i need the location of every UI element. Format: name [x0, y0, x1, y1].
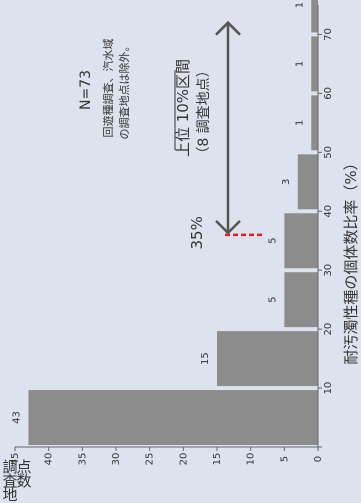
category-tick-label: 50 [323, 146, 334, 159]
value-tick-label: 20 [178, 453, 189, 466]
bars-layer: 43 15 5 5 3 1 1 1 [11, 0, 318, 445]
category-tick-label: 60 [323, 87, 334, 100]
category-tick-label: 30 [323, 264, 334, 277]
value-tick-label: 10 [246, 453, 257, 466]
top-interval-sublabel: （8 調査地点） [196, 63, 212, 160]
value-tick-label: 40 [44, 453, 55, 466]
bar-value-label: 15 [200, 352, 211, 365]
value-tick-label: 30 [111, 453, 122, 466]
bar-0-10 [28, 390, 318, 445]
bar-value-label: 1 [294, 120, 305, 126]
bar-value-label: 5 [267, 296, 278, 302]
category-tick-label: 10 [323, 382, 334, 395]
y-axis-title-char-3: 地 [2, 486, 17, 503]
note-line-2: の調査地点は除外。 [117, 41, 131, 140]
value-tick-label: 0 [313, 456, 324, 462]
y-axis-title-char-4: 点 [16, 458, 31, 476]
bar-50-60 [311, 95, 318, 151]
value-tick-label: 35 [77, 453, 88, 466]
bar-60-70 [311, 36, 318, 92]
range-arrow [215, 20, 241, 235]
value-tick-label: 15 [212, 453, 223, 466]
range-arrow-head-left [215, 219, 241, 235]
note-line-1: 回遊種調査、汽水域 [101, 39, 115, 138]
y-axis-title-char-1: 調 [2, 458, 17, 476]
y-axis-title-char-5: 数 [16, 472, 31, 490]
x-axis-title: 耐汚濁性種の個体数比率（%） [342, 155, 360, 364]
bar-30-40 [284, 213, 318, 269]
bar-10-20 [217, 331, 318, 387]
value-tick-label: 45 [10, 453, 21, 466]
bar-value-label: 3 [281, 179, 292, 185]
value-tick-label: 5 [279, 456, 290, 462]
category-tick-label: 20 [323, 323, 334, 336]
bar-value-label: 1 [294, 61, 305, 67]
y-axis-title-char-2: 査 [2, 472, 17, 490]
value-tick-label: 25 [145, 453, 156, 466]
threshold-label: 35% [188, 216, 206, 249]
category-tick-label: 40 [323, 205, 334, 218]
bar-40-50 [297, 154, 318, 210]
bar-value-label: 5 [267, 238, 278, 244]
y-axis-title: 調 査 地 点 数 [2, 458, 31, 503]
n-label: N=73 [78, 70, 94, 110]
bar-value-label: 43 [11, 411, 22, 424]
top-interval-label: 上位 10%区間 [174, 59, 192, 157]
category-tick-label: 70 [323, 28, 334, 41]
bar-70-80 [311, 0, 318, 33]
range-arrow-head-right [215, 20, 241, 36]
bar-20-30 [284, 272, 318, 328]
bar-value-label: 1 [294, 2, 305, 8]
